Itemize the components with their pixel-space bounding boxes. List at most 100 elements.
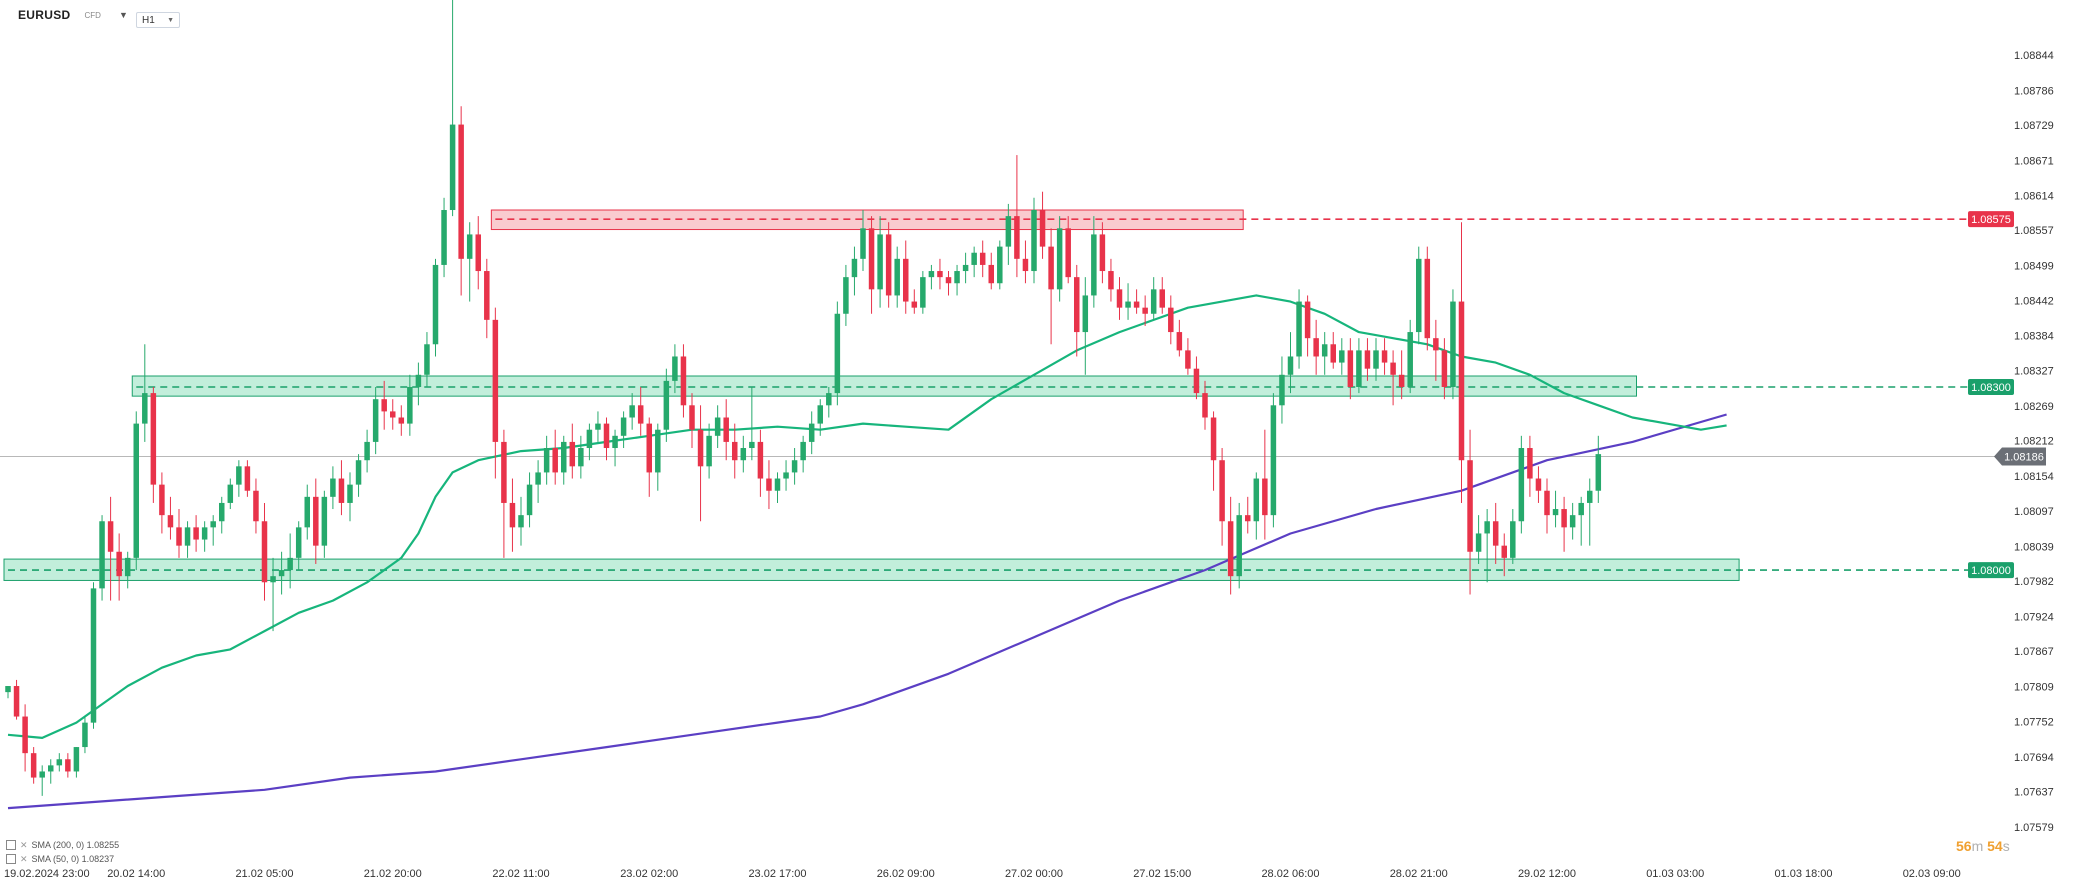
candle-body (30, 753, 37, 778)
candle (1168, 295, 1174, 345)
candle-body (706, 435, 712, 467)
candle-body (82, 722, 88, 748)
candle (484, 258, 490, 339)
symbol-label[interactable]: EURUSD (18, 8, 71, 22)
countdown-minutes: 56 (1956, 838, 1972, 854)
candle-body (1424, 258, 1431, 339)
candle-body (1484, 521, 1490, 534)
candle-body (501, 441, 507, 503)
candle (458, 106, 464, 296)
candle-body (1407, 332, 1413, 387)
candle (689, 393, 695, 449)
candle-body (1364, 350, 1371, 369)
candle-body (355, 460, 362, 485)
candle (826, 386, 832, 418)
candle-body (612, 435, 618, 449)
candle-body (1133, 301, 1140, 308)
close-icon[interactable]: ✕ (20, 854, 28, 864)
candle-body (1150, 289, 1157, 314)
candle (595, 411, 601, 442)
candle-body (449, 124, 456, 211)
candle-body (99, 521, 105, 589)
candle-body (1416, 258, 1422, 333)
x-tick-label: 22.02 11:00 (492, 868, 549, 880)
candle-body (1475, 533, 1482, 552)
candle-body (971, 252, 977, 265)
candle (740, 435, 747, 473)
candle-body (484, 271, 490, 320)
candle (159, 472, 165, 534)
timeframe-value: H1 (142, 14, 155, 26)
resistance-price-tag: 1.08575 (1968, 211, 2014, 228)
sma50-line (7, 294, 1727, 739)
timeframe-select[interactable]: H1 ▼ (136, 12, 180, 28)
y-tick-label: 1.08039 (2014, 541, 2054, 553)
candle (466, 222, 473, 302)
candle-body (116, 551, 122, 577)
candle (903, 240, 909, 314)
candle (1424, 246, 1431, 351)
mid-support-price-tag-bg (1968, 378, 2014, 395)
y-tick-label: 1.08442 (2014, 295, 2054, 307)
candle-body (1159, 289, 1165, 308)
y-tick-label: 1.07809 (2014, 682, 2054, 694)
candle (680, 344, 687, 418)
y-tick-label: 1.08499 (2014, 261, 2054, 273)
candle-body (1048, 246, 1054, 290)
legend-sma200[interactable]: ✕ SMA (200, 0) 1.08255 (6, 838, 119, 852)
candle-body (1569, 515, 1576, 528)
visibility-icon[interactable] (6, 840, 16, 850)
candle (1074, 264, 1080, 357)
candle-body (1347, 350, 1354, 387)
candle (543, 435, 550, 485)
instrument-header[interactable]: EURUSD CFD ▼ (18, 8, 128, 22)
candle-body (860, 228, 866, 259)
candle (979, 240, 986, 278)
candle (116, 533, 122, 601)
candle-body (1227, 521, 1234, 577)
candle (877, 216, 883, 308)
close-icon[interactable]: ✕ (20, 840, 28, 850)
symbol-dropdown-icon[interactable]: ▼ (118, 10, 128, 20)
candle-body (1390, 362, 1396, 375)
candle-body (1296, 301, 1302, 357)
candle (1056, 216, 1063, 302)
candle (1219, 448, 1225, 546)
y-tick-label: 1.08327 (2014, 366, 2054, 378)
candle (706, 423, 712, 479)
candle (1014, 155, 1020, 278)
instrument-type-label: CFD (84, 10, 101, 20)
candle (1082, 277, 1089, 375)
y-tick-label: 1.07982 (2014, 576, 2054, 588)
candle-body (1185, 350, 1191, 369)
candle (432, 258, 439, 357)
candle (603, 417, 610, 461)
candle-body (287, 557, 293, 571)
candle-body (851, 258, 858, 278)
candle-body (800, 441, 806, 461)
candle (1048, 228, 1054, 345)
legend-sma50[interactable]: ✕ SMA (50, 0) 1.08237 (6, 852, 119, 866)
candle (578, 435, 584, 479)
y-tick-label: 1.07924 (2014, 611, 2054, 623)
candle-body (945, 277, 952, 284)
candle-body (1202, 393, 1208, 418)
candle (390, 399, 396, 430)
candle (1561, 496, 1567, 552)
candle (1527, 435, 1533, 497)
x-tick-label: 29.02 12:00 (1518, 868, 1576, 880)
candle-body (586, 429, 593, 449)
candle-body (834, 313, 841, 394)
candle-body (1330, 344, 1336, 363)
candle (355, 454, 362, 497)
visibility-icon[interactable] (6, 854, 16, 864)
candle-body (193, 527, 199, 540)
candle-body (1270, 405, 1277, 516)
candle-body (1219, 460, 1225, 522)
candle (124, 551, 131, 589)
candle-body (1356, 350, 1362, 387)
candle-body (637, 405, 644, 424)
candle (1227, 496, 1234, 595)
